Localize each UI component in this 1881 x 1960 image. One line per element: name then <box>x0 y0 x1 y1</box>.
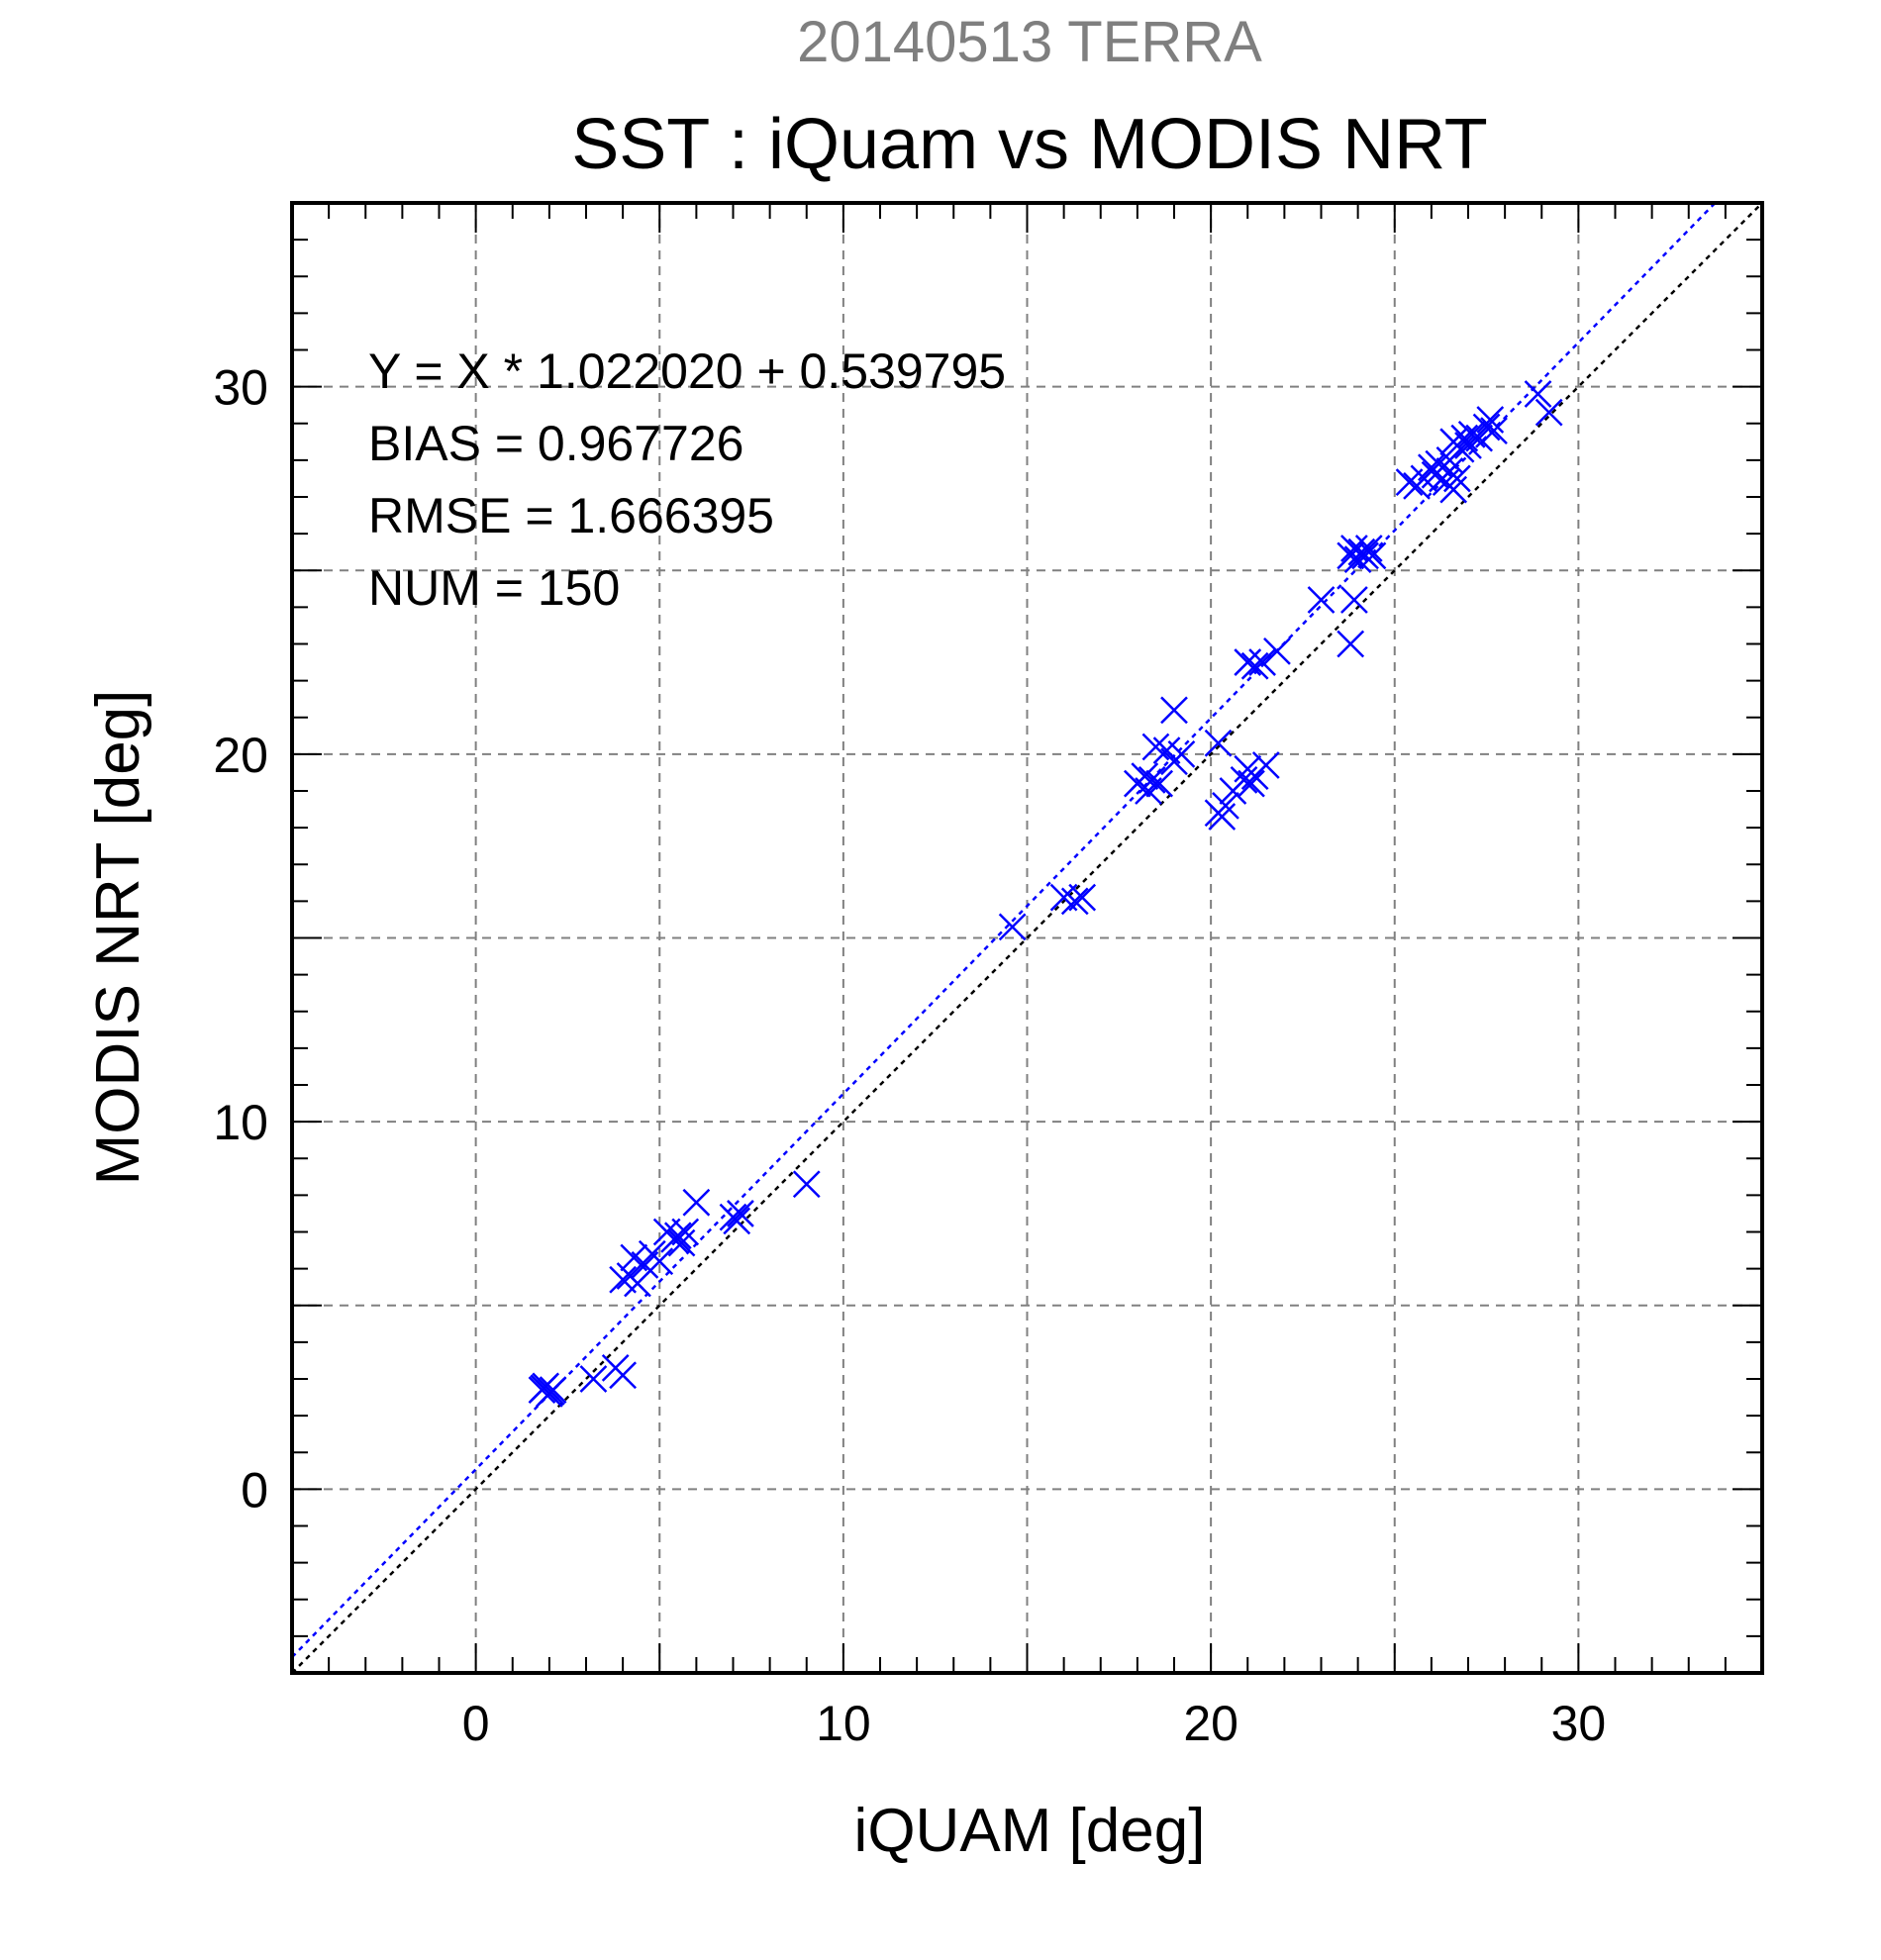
scatter-point <box>792 1170 821 1199</box>
identity-line <box>291 202 1763 1674</box>
scatter-point <box>667 1228 696 1257</box>
scatter-point <box>530 1374 558 1403</box>
scatter-point <box>1524 380 1552 408</box>
scatter-point <box>663 1222 692 1250</box>
scatter-point <box>682 1188 711 1217</box>
scatter-point <box>1251 751 1280 779</box>
chart-title: SST : iQuam vs MODIS NRT <box>571 105 1488 184</box>
stats-line: RMSE = 1.666395 <box>368 488 774 543</box>
scatter-point <box>1240 651 1269 680</box>
x-axis-label: iQUAM [deg] <box>854 1797 1206 1865</box>
y-axis-label: MODIS NRT [deg] <box>84 690 152 1186</box>
fit-line <box>291 202 1717 1658</box>
scatter-point <box>1358 541 1387 570</box>
y-tick-label: 20 <box>213 728 268 783</box>
scatter-point <box>537 1378 565 1406</box>
y-tick-label: 10 <box>213 1095 268 1150</box>
stats-line: Y = X * 1.022020 + 0.539795 <box>368 343 1006 399</box>
y-tick-label: 0 <box>241 1462 268 1518</box>
scatter-point <box>1307 586 1336 614</box>
scatter-points <box>528 380 1563 1408</box>
scatter-point <box>1068 883 1097 912</box>
tick-labels: 0 10 20 30 0 10 20 30 <box>213 360 1606 1751</box>
scatter-point <box>1263 637 1291 665</box>
scatter-point <box>723 1207 751 1235</box>
plot-frame <box>290 201 1764 1675</box>
scatter-point <box>1208 803 1237 831</box>
scatter-point <box>1442 464 1471 493</box>
scatter-point <box>1480 417 1508 445</box>
stats-annotation: Y = X * 1.022020 + 0.539795 BIAS = 0.9677… <box>368 343 1006 616</box>
scatter-point <box>609 1361 638 1390</box>
scatter-point <box>1138 765 1166 794</box>
scatter-point <box>1336 541 1365 570</box>
scatter-point <box>645 1247 674 1276</box>
scatter-point <box>1351 541 1379 570</box>
scatter-point <box>727 1200 754 1227</box>
scatter-point <box>1145 769 1174 798</box>
scatter-point <box>1167 739 1196 768</box>
scatter-point <box>1476 406 1505 434</box>
reference-lines <box>291 202 1763 1674</box>
grid <box>292 203 1762 1673</box>
scatter-point <box>1534 398 1563 427</box>
scatter-point <box>1248 648 1276 676</box>
scatter-point <box>671 1218 700 1246</box>
scatter-point <box>1060 887 1089 916</box>
scatter-point <box>1160 696 1188 725</box>
scatter-point <box>1340 586 1368 614</box>
x-tick-label: 10 <box>816 1696 871 1751</box>
minor-ticks <box>292 203 1762 1673</box>
scatter-point <box>1472 413 1501 441</box>
scatter-point <box>1141 733 1170 761</box>
scatter-point <box>998 913 1027 941</box>
scatter-point <box>1204 729 1233 757</box>
x-tick-label: 30 <box>1551 1696 1607 1751</box>
x-tick-label: 0 <box>462 1696 490 1751</box>
scatter-point <box>1336 630 1365 658</box>
scatter-point <box>1230 765 1258 794</box>
scatter-point <box>579 1365 608 1393</box>
scatter-point <box>1212 791 1239 820</box>
scatter-point <box>1439 475 1468 504</box>
stats-line: BIAS = 0.967726 <box>368 416 743 471</box>
x-tick-label: 20 <box>1183 1696 1238 1751</box>
stats-line: NUM = 150 <box>368 560 620 616</box>
y-tick-label: 30 <box>213 360 268 416</box>
scatter-point <box>1238 769 1265 798</box>
scatter-point <box>1234 648 1262 676</box>
scatter-point <box>624 1269 651 1298</box>
scatter-point <box>1354 535 1383 562</box>
chart-supertitle: 20140513 TERRA <box>797 10 1262 74</box>
scatter-point <box>1450 424 1479 452</box>
